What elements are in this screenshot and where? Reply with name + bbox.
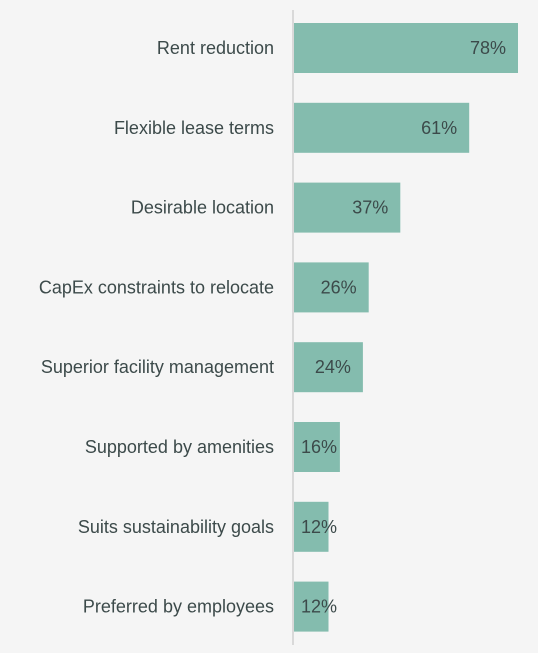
category-label: Supported by amenities	[85, 437, 274, 457]
value-label: 26%	[321, 277, 357, 297]
value-label: 78%	[470, 38, 506, 58]
bar	[294, 422, 340, 472]
value-label: 61%	[421, 118, 457, 138]
bars-group	[294, 23, 518, 632]
value-label: 12%	[301, 597, 337, 617]
bar	[294, 262, 369, 313]
category-label: Desirable location	[131, 198, 274, 218]
category-label: Flexible lease terms	[114, 118, 274, 138]
bar	[294, 501, 329, 552]
category-label: Superior facility management	[41, 357, 274, 377]
bar	[294, 342, 363, 393]
value-label: 37%	[352, 198, 388, 218]
labels-group: Rent reduction 78% Flexible lease terms 61%…	[39, 38, 506, 617]
bar	[294, 581, 329, 632]
category-label: Suits sustainability goals	[78, 517, 274, 537]
bar	[294, 102, 470, 153]
value-label: 24%	[315, 357, 351, 377]
bar	[294, 23, 518, 73]
category-label: Preferred by employees	[83, 597, 274, 617]
category-label: CapEx constraints to relocate	[39, 277, 274, 297]
bar	[294, 182, 401, 233]
category-label: Rent reduction	[157, 38, 274, 58]
value-label: 12%	[301, 517, 337, 537]
value-label: 16%	[301, 437, 337, 457]
